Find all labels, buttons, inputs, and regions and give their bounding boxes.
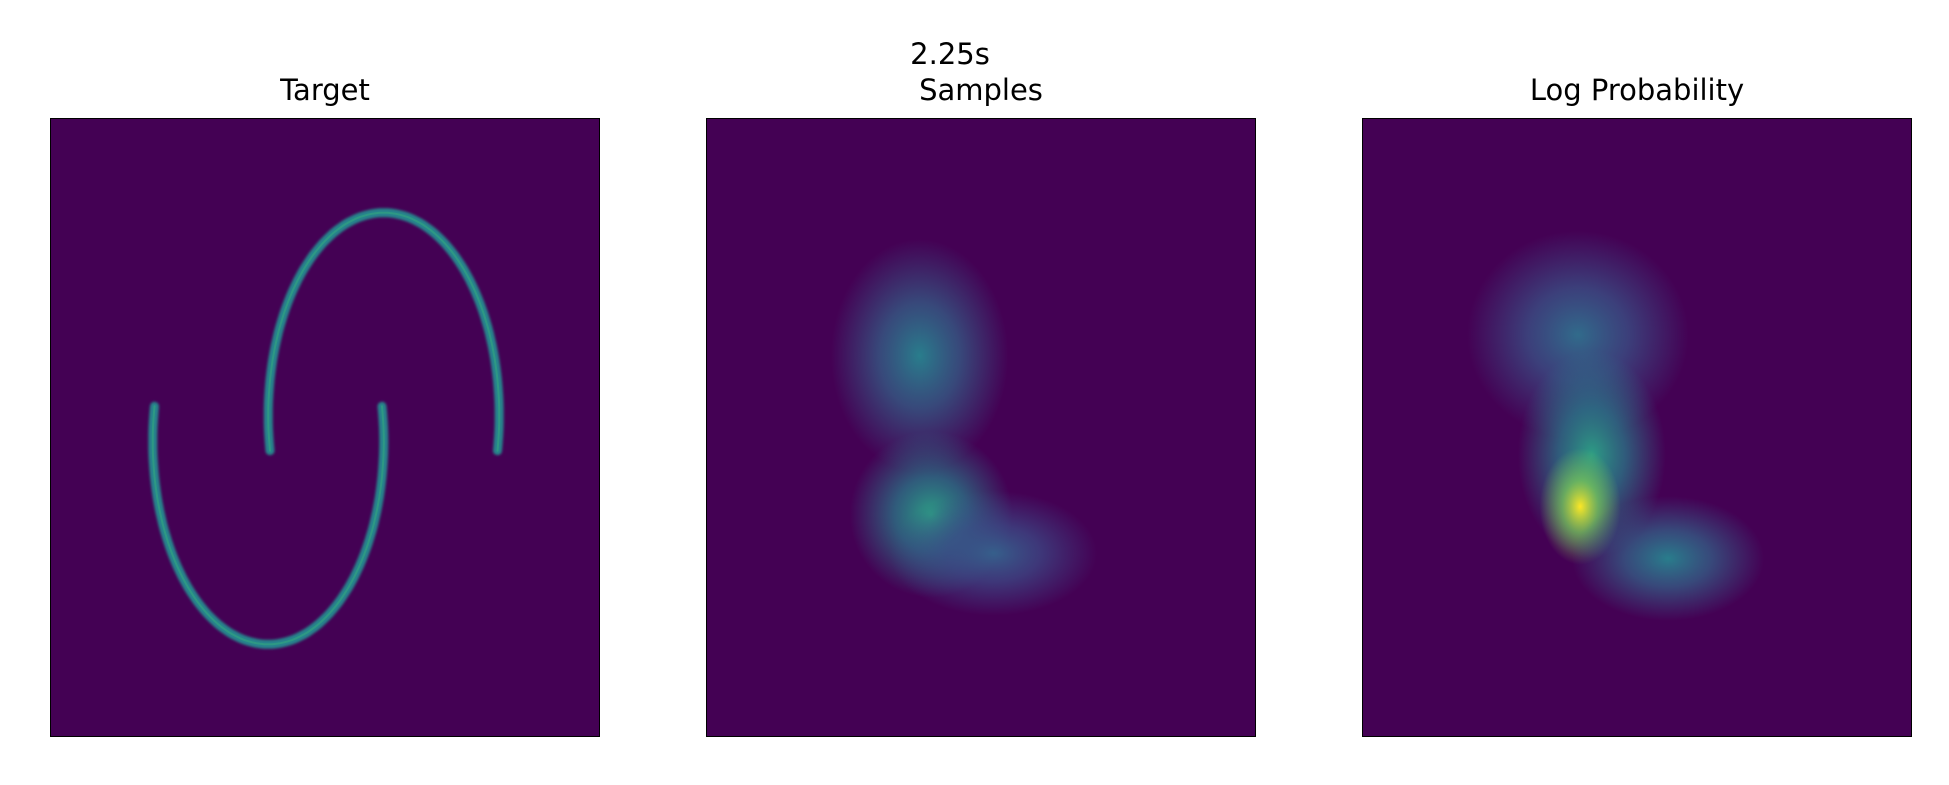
target-heatmap-svg — [51, 119, 599, 736]
log-probability-heatmap-panel — [1362, 118, 1912, 737]
figure-suptitle: 2.25s — [910, 37, 990, 71]
density-blob — [1571, 496, 1765, 621]
target-panel-title: Target — [280, 73, 370, 107]
samples-heatmap-svg — [707, 119, 1255, 736]
density-blob — [890, 490, 1098, 616]
samples-panel-title: Samples — [919, 73, 1043, 107]
samples-heatmap-panel — [706, 118, 1256, 737]
log-probability-panel-title: Log Probability — [1529, 73, 1745, 107]
density-arc-core — [151, 405, 385, 646]
density-arc-core — [267, 211, 501, 452]
log-probability-heatmap-svg — [1363, 119, 1911, 736]
density-blob — [830, 239, 1009, 473]
target-heatmap-panel — [50, 118, 600, 737]
heatmap-background — [51, 119, 599, 736]
